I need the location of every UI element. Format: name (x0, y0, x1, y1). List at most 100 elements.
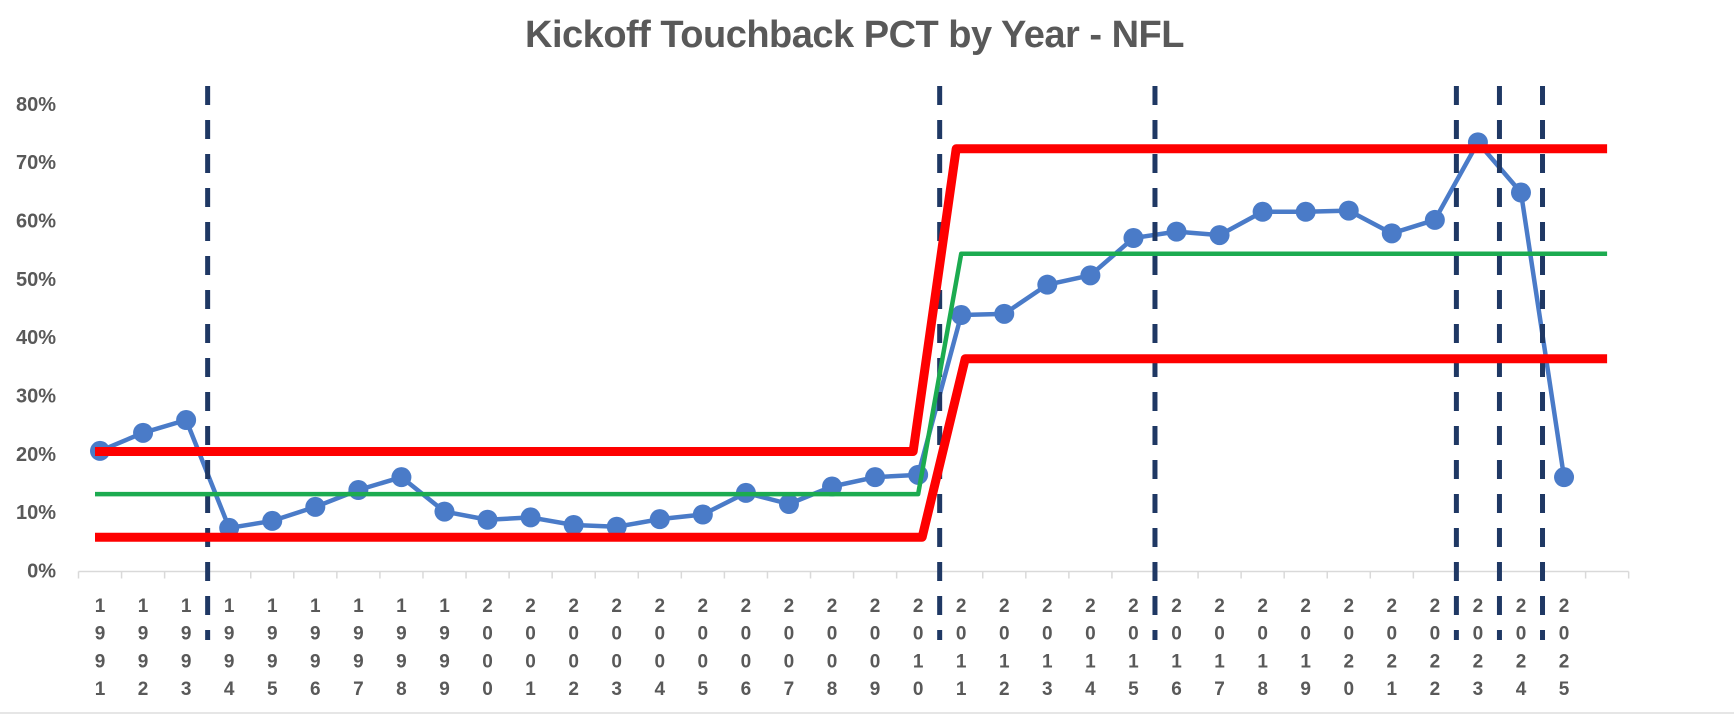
x-axis-label-digit: 2 (1387, 596, 1398, 617)
x-axis-label-digit: 1 (956, 679, 967, 700)
x-axis-label-digit: 1 (138, 596, 149, 617)
slide-bottom-border (0, 712, 1734, 714)
x-axis-label-digit: 0 (1473, 624, 1484, 645)
data-point[interactable] (434, 501, 455, 522)
x-axis-label-digit: 0 (913, 679, 924, 700)
x-axis-label-digit: 2 (741, 596, 752, 617)
data-point[interactable] (951, 305, 972, 326)
data-point[interactable] (1037, 274, 1058, 295)
data-point[interactable] (994, 303, 1015, 324)
x-axis-label-digit: 0 (611, 651, 622, 672)
x-axis-label-digit: 2 (1559, 596, 1570, 617)
x-axis-label-digit: 9 (224, 624, 235, 645)
x-axis-label-digit: 0 (1085, 624, 1096, 645)
data-point[interactable] (262, 510, 283, 531)
data-point[interactable] (348, 480, 369, 501)
data-point[interactable] (477, 509, 498, 530)
data-point[interactable] (1209, 225, 1230, 246)
data-point[interactable] (692, 504, 713, 525)
x-axis-label-digit: 0 (1516, 624, 1527, 645)
y-axis-label: 10% (16, 502, 56, 524)
x-axis-label-digit: 1 (224, 596, 235, 617)
x-axis-label-digit: 0 (654, 651, 665, 672)
data-point[interactable] (1295, 201, 1316, 222)
x-axis-label-digit: 2 (999, 679, 1010, 700)
data-point[interactable] (822, 476, 843, 497)
x-axis-label-digit: 0 (1171, 624, 1182, 645)
x-axis-label-digit: 2 (1128, 596, 1139, 617)
x-axis-label-digit: 9 (138, 624, 149, 645)
x-axis-label-digit: 0 (827, 624, 838, 645)
x-axis-label-digit: 2 (1085, 596, 1096, 617)
x-axis-label-digit: 9 (870, 679, 881, 700)
data-point[interactable] (133, 422, 154, 443)
data-point[interactable] (520, 507, 541, 528)
x-axis-label-digit: 0 (913, 624, 924, 645)
data-point[interactable] (1123, 228, 1144, 249)
x-axis-label-digit: 2 (568, 596, 579, 617)
data-point[interactable] (778, 494, 799, 515)
data-point[interactable] (865, 467, 886, 488)
x-axis-label-digit: 9 (353, 624, 364, 645)
x-axis-label-digit: 0 (611, 624, 622, 645)
x-axis-label-digit: 2 (1559, 651, 1570, 672)
data-point[interactable] (1424, 209, 1445, 230)
x-axis-label-digit: 2 (568, 679, 579, 700)
data-point[interactable] (176, 410, 197, 431)
x-axis-label-digit: 0 (999, 624, 1010, 645)
x-axis-label-digit: 0 (482, 651, 493, 672)
x-axis-label-digit: 8 (827, 679, 838, 700)
x-axis-label-digit: 7 (353, 679, 364, 700)
x-axis-label-digit: 9 (310, 651, 321, 672)
x-axis-label-digit: 0 (1343, 679, 1354, 700)
x-axis-label-digit: 0 (654, 624, 665, 645)
y-axis-label: 20% (16, 444, 56, 466)
data-point[interactable] (563, 515, 584, 536)
x-axis-label-digit: 9 (1300, 679, 1311, 700)
y-axis-label: 0% (27, 561, 56, 583)
x-axis-label-digit: 1 (525, 679, 536, 700)
x-axis-label-digit: 0 (784, 651, 795, 672)
data-point[interactable] (649, 509, 670, 530)
x-axis-label-digit: 0 (568, 651, 579, 672)
x-axis-label-digit: 2 (1473, 651, 1484, 672)
x-axis-label-digit: 7 (784, 679, 795, 700)
x-axis-label-digit: 2 (654, 596, 665, 617)
x-axis-label-digit: 1 (1085, 651, 1096, 672)
x-axis-label-digit: 2 (1343, 596, 1354, 617)
x-axis-label-digit: 6 (741, 679, 752, 700)
data-point[interactable] (1510, 182, 1531, 203)
x-axis-label-digit: 1 (181, 596, 192, 617)
x-axis-label-digit: 4 (1085, 679, 1096, 700)
x-axis-label-digit: 0 (956, 624, 967, 645)
mean-line (95, 251, 1608, 497)
x-axis-label-digit: 5 (267, 679, 278, 700)
x-axis-label-digit: 4 (224, 679, 235, 700)
x-axis-label-digit: 2 (1516, 596, 1527, 617)
x-axis-label-digit: 0 (784, 624, 795, 645)
x-axis-label-digit: 2 (913, 596, 924, 617)
data-point[interactable] (391, 467, 412, 488)
x-axis-label-digit: 2 (1430, 596, 1441, 617)
x-axis-label-digit: 2 (611, 596, 622, 617)
data-point[interactable] (1554, 467, 1575, 488)
data-point[interactable] (1080, 265, 1101, 286)
data-point[interactable] (1166, 221, 1187, 242)
x-axis-label-digit: 1 (1171, 651, 1182, 672)
data-point[interactable] (1381, 223, 1402, 244)
x-axis-label-digit: 1 (913, 651, 924, 672)
data-point[interactable] (1338, 200, 1359, 221)
x-axis-label-digit: 8 (1257, 679, 1268, 700)
x-axis-label-digit: 0 (1214, 624, 1225, 645)
x-axis-label-digit: 2 (1343, 651, 1354, 672)
x-axis-label-digit: 0 (1430, 624, 1441, 645)
data-point[interactable] (1252, 201, 1273, 222)
x-axis-label-digit: 2 (138, 679, 149, 700)
x-axis-label-digit: 1 (439, 596, 450, 617)
x-axis-label-digit: 0 (870, 624, 881, 645)
x-axis-label-digit: 5 (1559, 679, 1570, 700)
data-point[interactable] (606, 516, 627, 537)
y-axis-label: 30% (16, 386, 56, 408)
data-point[interactable] (305, 496, 326, 517)
x-axis-label-digit: 0 (741, 624, 752, 645)
